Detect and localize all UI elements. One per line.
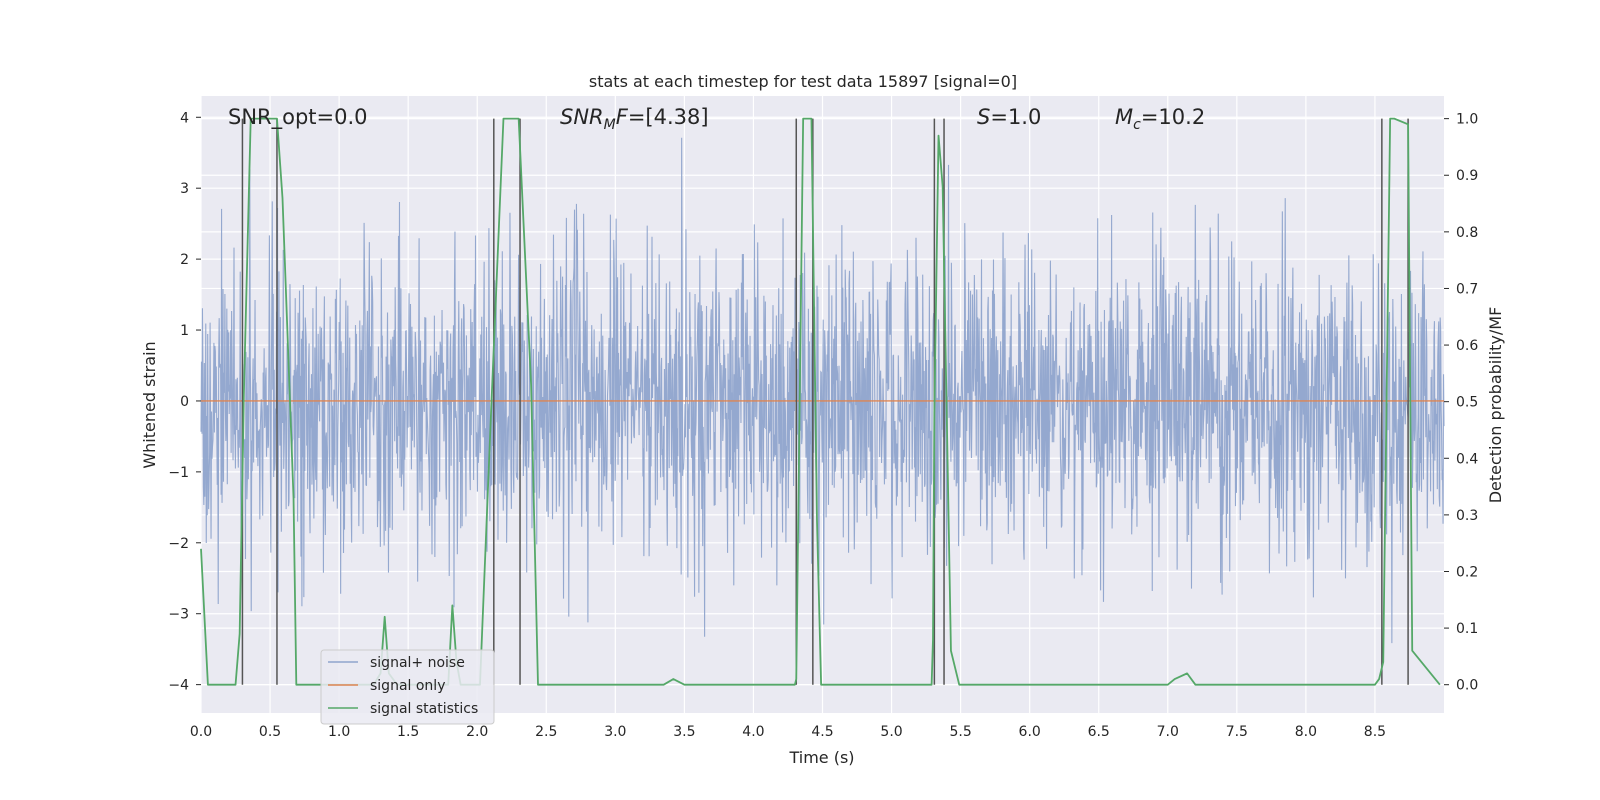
y-tick-label: −3 [168, 607, 189, 623]
noise-trace [200, 137, 1445, 644]
x-axis-label: Time (s) [788, 748, 854, 767]
noise-series [200, 137, 1445, 644]
y2-tick-label: 0.1 [1456, 621, 1478, 637]
annotation-mc: Mc=10.2 [1115, 105, 1205, 133]
legend: signal+ noise signal only signal statist… [320, 649, 495, 725]
x-tick-label: 7.0 [1157, 724, 1179, 740]
legend-label-signal: signal only [370, 678, 445, 694]
x-tick-label: 0.5 [259, 724, 281, 740]
y-tick-label: −2 [168, 536, 189, 552]
y2-tick-label: 0.9 [1456, 168, 1478, 184]
y-tick-label: 2 [180, 252, 189, 268]
y2-tick-label: 1.0 [1456, 112, 1478, 128]
x-tick-label: 7.5 [1226, 724, 1248, 740]
y2-tick-label: 0.8 [1456, 225, 1478, 241]
x-tick-label: 3.5 [673, 724, 695, 740]
annotation-s: S=1.0 [977, 105, 1041, 129]
legend-label-noise: signal+ noise [370, 655, 465, 671]
y2-tick-label: 0.2 [1456, 564, 1478, 580]
x-tick-label: 6.0 [1019, 724, 1041, 740]
x-tick-label: 4.0 [742, 724, 764, 740]
y2-tick-label: 0.3 [1456, 508, 1478, 524]
y-tick-label: −1 [168, 465, 189, 481]
x-tick-label: 5.5 [949, 724, 971, 740]
legend-box [320, 649, 495, 725]
y2-tick-label: 0.6 [1456, 338, 1478, 354]
y-tick-label: 3 [180, 181, 189, 197]
x-tick-label: 5.0 [880, 724, 902, 740]
x-tick-label: 8.5 [1364, 724, 1386, 740]
y-axis-label: Whitened strain [140, 341, 159, 468]
y2-tick-label: 0.4 [1456, 451, 1478, 467]
annotation-snr-opt: SNR_opt=0.0 [228, 105, 368, 130]
y-tick-label: 4 [180, 110, 189, 126]
x-tick-label: 1.0 [328, 724, 350, 740]
x-tick-label: 6.5 [1088, 724, 1110, 740]
x-tick-labels: 0.0 0.5 1.0 1.5 2.0 2.5 3.0 3.5 4.0 4.5 5.0 5.5 6.0 6… [190, 724, 1386, 740]
chart-title: stats at each timestep for test data 158… [589, 72, 1017, 91]
legend-label-stats: signal statistics [370, 701, 478, 717]
y2-axis-label: Detection probability/MF [1486, 307, 1505, 504]
y-tick-label: 0 [180, 394, 189, 410]
x-tick-label: 0.0 [190, 724, 212, 740]
y-tick-label: 1 [180, 323, 189, 339]
y2-tick-label: 0.7 [1456, 281, 1478, 297]
x-tick-label: 4.5 [811, 724, 833, 740]
y-tick-label: −4 [168, 678, 189, 694]
y2-tick-label: 0.0 [1456, 678, 1478, 694]
annotation-snr-mf: SNRMF=[4.38] [560, 105, 709, 133]
x-tick-label: 2.5 [535, 724, 557, 740]
y-tick-labels: 4 3 2 1 0 −1 −2 −3 −4 [168, 110, 201, 694]
x-tick-label: 8.0 [1295, 724, 1317, 740]
x-tick-label: 1.5 [397, 724, 419, 740]
y2-tick-labels: 1.0 0.9 0.8 0.7 0.6 0.5 0.4 0.3 0.2 0.1 0.0 [1444, 112, 1478, 694]
x-tick-label: 2.0 [466, 724, 488, 740]
y2-tick-label: 0.5 [1456, 395, 1478, 411]
x-tick-label: 3.0 [604, 724, 626, 740]
